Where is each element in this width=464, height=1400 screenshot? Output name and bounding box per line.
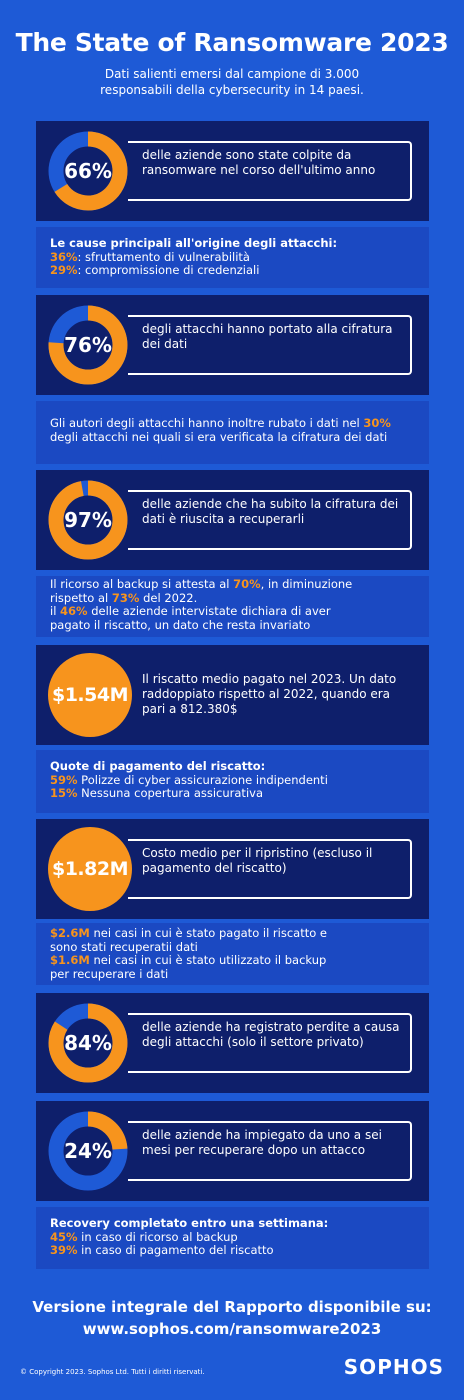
note-line: 15% Nessuna copertura assicurativa	[50, 786, 263, 800]
stat-value: 97%	[64, 508, 112, 532]
note-line: $2.6M nei casi in cui è stato pagato il …	[50, 926, 327, 940]
note-line: rispetto al 73% del 2022.	[50, 590, 198, 605]
stat-value: 84%	[64, 1031, 112, 1055]
donut-arc	[48, 1003, 128, 1083]
subtitle-line-1: Dati salienti emersi dal campione di 3.0…	[104, 67, 360, 81]
subtitle-line-2: responsabili della cybersecurity in 14 p…	[100, 83, 364, 97]
donut-chart	[48, 1111, 128, 1191]
donut-arc	[48, 1111, 128, 1191]
stat-description: delle aziende ha impiegato da uno a sei …	[128, 1121, 412, 1181]
note-line: il 46% delle aziende intervistate dichia…	[50, 604, 331, 618]
stat-description: delle aziende che ha subito la cifratura…	[128, 490, 412, 550]
stat-panel-attacked: 66% delle aziende sono state colpite da …	[36, 121, 429, 221]
sophos-logo: SOPHOS	[343, 1355, 444, 1379]
stat-panel-encryption: 76% degli attacchi hanno portato alla ci…	[36, 295, 429, 395]
report-link[interactable]: Versione integrale del Rapporto disponib…	[0, 1296, 464, 1340]
stat-value: $1.82M	[48, 827, 132, 911]
stat-description: Costo medio per il ripristino (escluso i…	[128, 839, 412, 899]
cta-url[interactable]: www.sophos.com/ransomware2023	[82, 1320, 382, 1338]
stat-panel-cost: $1.82M Costo medio per il ripristino (es…	[36, 819, 429, 919]
page-subtitle: Dati salienti emersi dal campione di 3.0…	[0, 66, 464, 98]
stat-description: delle aziende ha registrato perdite a ca…	[128, 1013, 412, 1073]
stat-panel-ransom: $1.54M Il riscatto medio pagato nel 2023…	[36, 645, 429, 745]
note-recovery-week: Recovery completato entro una settimana:…	[36, 1207, 429, 1269]
page-title: The State of Ransomware 2023	[15, 28, 449, 57]
stat-description: degli attacchi hanno portato alla cifrat…	[128, 315, 412, 375]
stat-value: 76%	[64, 333, 112, 357]
stat-description: Il riscatto medio pagato nel 2023. Un da…	[142, 672, 397, 716]
note-line: Gli autori degli attacchi hanno inoltre …	[50, 416, 391, 430]
stat-panel-losses: 84% delle aziende ha registrato perdite …	[36, 993, 429, 1093]
donut-chart	[48, 305, 128, 385]
stat-value: $1.54M	[48, 653, 132, 737]
donut-arc	[48, 305, 128, 385]
note-line: sono stati recuperatii dati	[50, 939, 198, 954]
note-cost-detail: $2.6M nei casi in cui è stato pagato il …	[36, 923, 429, 985]
note-line: 45% in caso di ricorso al backup	[50, 1229, 238, 1244]
cta-line-1: Versione integrale del Rapporto disponib…	[32, 1298, 432, 1316]
donut-arc	[48, 480, 128, 560]
note-heading: Le cause principali all'origine degli at…	[50, 236, 338, 250]
note-heading: Recovery completato entro una settimana:	[50, 1216, 329, 1230]
note-line: pagato il riscatto, un dato che resta in…	[50, 617, 311, 632]
note-line: 36%: sfruttamento di vulnerabilità	[50, 249, 250, 264]
note-line: 29%: compromissione di credenziali	[50, 263, 260, 277]
stat-value: 66%	[64, 159, 112, 183]
note-payment: Quote di pagamento del riscatto: 59% Pol…	[36, 750, 429, 813]
note-heading: Quote di pagamento del riscatto:	[50, 759, 266, 773]
note-causes: Le cause principali all'origine degli at…	[36, 227, 429, 288]
note-line: Il ricorso al backup si attesta al 70%, …	[50, 577, 353, 591]
donut-chart	[48, 131, 128, 211]
note-line: 59% Polizze di cyber assicurazione indip…	[50, 772, 328, 787]
stat-panel-recovery: 97% delle aziende che ha subito la cifra…	[36, 470, 429, 570]
stat-value: 24%	[64, 1139, 112, 1163]
note-line: degli attacchi nei quali si era verifica…	[50, 429, 388, 444]
note-data-theft: Gli autori degli attacchi hanno inoltre …	[36, 401, 429, 464]
donut-chart	[48, 480, 128, 560]
note-backup: Il ricorso al backup si attesta al 70%, …	[36, 576, 429, 637]
stat-description: delle aziende sono state colpite da rans…	[128, 141, 412, 201]
note-line: $1.6M nei casi in cui è stato utilizzato…	[50, 953, 327, 967]
copyright: © Copyright 2023. Sophos Ltd. Tutti i di…	[20, 1368, 205, 1376]
donut-arc	[48, 131, 128, 211]
note-line: 39% in caso di pagamento del riscatto	[50, 1243, 274, 1257]
donut-chart	[48, 1003, 128, 1083]
note-line: per recuperare i dati	[50, 966, 169, 981]
stat-panel-recovery-time: 24% delle aziende ha impiegato da uno a …	[36, 1101, 429, 1201]
